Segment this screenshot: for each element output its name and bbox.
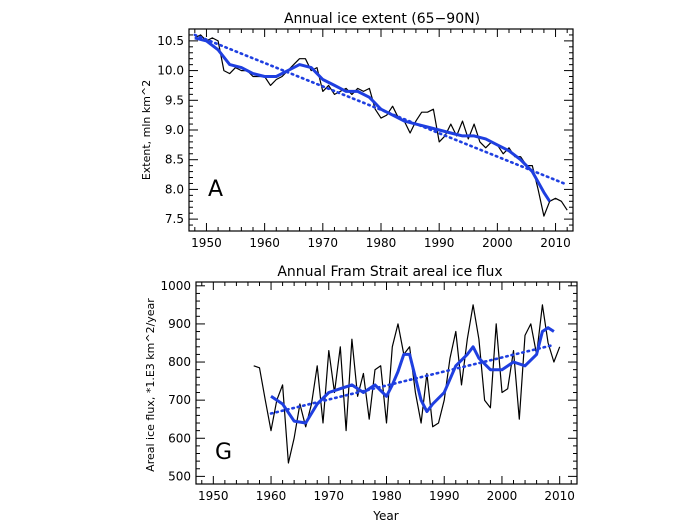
- lines-fram-flux: [253, 304, 561, 464]
- x-tick-label: 1970: [308, 236, 339, 250]
- series-trend-line: [269, 343, 556, 415]
- x-tick-label: 2010: [540, 236, 571, 250]
- x-tick-label: 1950: [198, 489, 229, 503]
- x-tick-label: 2000: [487, 489, 518, 503]
- x-tick-label: 1960: [256, 489, 287, 503]
- panel-label-a: A: [208, 177, 223, 202]
- y-tick-label: 900: [168, 317, 191, 331]
- series-smoothed-line: [194, 36, 551, 203]
- panel-fram-flux: Annual Fram Strait areal ice flux Areal …: [144, 264, 578, 523]
- x-tick-label: 1970: [313, 489, 344, 503]
- series-trend-line: [193, 33, 569, 186]
- ylabel-fram-flux: Areal ice flux, *1.E3 km^2/year: [144, 298, 157, 472]
- y-tick-label: 800: [168, 355, 191, 369]
- title-fram-flux: Annual Fram Strait areal ice flux: [277, 264, 502, 280]
- y-tick-label: 1000: [160, 279, 191, 293]
- plot-frame-fram-flux: [195, 281, 578, 485]
- x-tick-label: 1990: [424, 236, 455, 250]
- ticks-fram-flux: 1950 1960 1970 1980 1990 2000 2010 500 600 700 800…: [160, 279, 577, 503]
- y-tick-label: 8.0: [165, 182, 184, 196]
- y-tick-label: 10.5: [157, 34, 184, 48]
- ticks-ice-extent: 1950 1960 1970 1980 1990 2000 2010 7.5 8.0 8.5 9.0…: [157, 28, 573, 250]
- x-tick-label: 2000: [482, 236, 513, 250]
- title-ice-extent: Annual ice extent (65−90N): [284, 11, 480, 27]
- y-tick-label: 600: [168, 431, 191, 445]
- xlabel-year: Year: [372, 509, 398, 523]
- x-tick-label: 1980: [366, 236, 397, 250]
- x-tick-label: 1980: [371, 489, 402, 503]
- panel-label-g: G: [215, 440, 232, 465]
- y-tick-label: 10.0: [157, 64, 184, 78]
- panel-ice-extent: Annual ice extent (65−90N) Extent, mln k…: [140, 11, 574, 250]
- y-tick-label: 700: [168, 393, 191, 407]
- x-tick-label: 1960: [249, 236, 280, 250]
- x-tick-label: 1990: [429, 489, 460, 503]
- series-annual-line: [194, 34, 568, 217]
- series-annual-line: [253, 304, 561, 464]
- x-tick-label: 1950: [191, 236, 222, 250]
- y-tick-label: 8.5: [165, 153, 184, 167]
- y-tick-label: 9.0: [165, 123, 184, 137]
- lines-ice-extent: [193, 33, 569, 217]
- y-tick-label: 500: [168, 469, 191, 483]
- ylabel-ice-extent: Extent, mln km^2: [140, 80, 153, 180]
- plot-frame-ice-extent: [188, 28, 574, 232]
- y-tick-label: 7.5: [165, 212, 184, 226]
- y-tick-label: 9.5: [165, 93, 184, 107]
- series-smoothed-line: [270, 326, 555, 425]
- x-tick-label: 2010: [544, 489, 575, 503]
